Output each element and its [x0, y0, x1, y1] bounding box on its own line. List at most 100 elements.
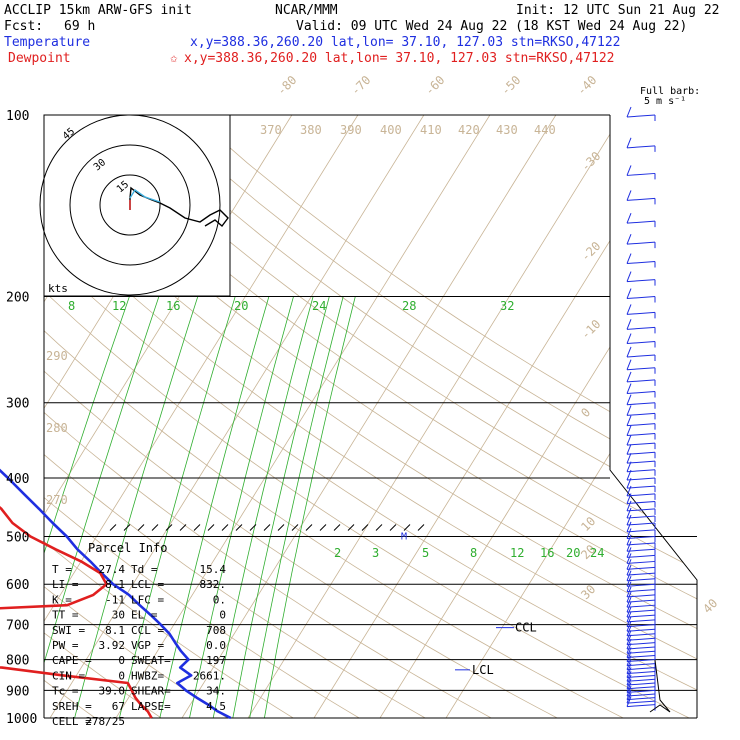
wind-barb-shaft — [626, 589, 656, 593]
wind-barb-shaft — [626, 604, 656, 608]
hatch-mark — [123, 524, 131, 531]
wind-barb-flag — [626, 576, 632, 587]
theta-tick-label: 410 — [420, 123, 442, 137]
dry-adiabat-lines — [44, 115, 697, 718]
wind-barb-flag — [626, 359, 632, 370]
wind-barb-flag — [626, 663, 632, 674]
parcel-row-value1: -11 — [105, 593, 125, 606]
parcel-row-label2: EL = — [131, 609, 158, 622]
isotherm-tick-label: 10 — [578, 514, 598, 534]
wind-barb-shaft — [626, 451, 656, 455]
isotherm-tick-label: -10 — [578, 317, 603, 342]
hatch-mark — [305, 524, 313, 531]
plot-right-border — [609, 115, 698, 718]
dry-adiabat-line — [44, 115, 624, 718]
mixing-ratio-lower-label: 8 — [470, 546, 477, 560]
parcel-row-value2: 0.0 — [206, 639, 226, 652]
dry-adiabat-line — [158, 115, 697, 718]
wind-barb-flag — [626, 333, 632, 344]
dry-adiabat-line — [192, 115, 697, 718]
temperature-legend-label: Temperature — [4, 35, 90, 50]
wind-barb-flag — [626, 288, 632, 299]
wind-barb-shaft — [626, 197, 656, 201]
mixing-ratio-upper-label: 8 — [68, 299, 75, 313]
wind-barb-flag — [626, 514, 632, 526]
hatch-mark — [165, 524, 173, 531]
mixing-ratio-lower-label: 20 — [566, 546, 580, 560]
parcel-row-label2: SWEAT= — [131, 654, 171, 667]
parcel-row-label2: CCL = — [131, 624, 164, 637]
theta-tick-label: 390 — [340, 123, 362, 137]
pressure-tick-label: 900 — [6, 684, 29, 699]
mixing-ratio-upper-label: 24 — [312, 299, 326, 313]
mixing-ratio-upper-label: 16 — [166, 299, 180, 313]
parcel-row-label1: PW = — [52, 639, 79, 652]
parcel-row-value2: 4.5 — [206, 700, 226, 713]
wind-barb-shaft — [626, 624, 656, 628]
wind-barb-flag — [626, 696, 632, 707]
wind-barb-shaft — [626, 659, 656, 663]
wind-barb-shaft — [626, 508, 656, 512]
wind-barb-shaft — [626, 114, 656, 118]
wind-barb-flag — [626, 559, 632, 570]
mixing-ratio-line — [264, 296, 356, 718]
lcl-label: LCL — [472, 663, 494, 677]
hodograph-box — [43, 114, 231, 297]
wind-barb-flag — [626, 485, 632, 497]
wind-barb-shaft — [626, 704, 656, 708]
wind-barb-flag — [626, 106, 632, 118]
wind-barb-shaft — [626, 542, 656, 546]
wind-barb-shaft — [626, 548, 656, 552]
parcel-row-value1: 67 — [112, 700, 125, 713]
mixing-ratio-line — [232, 296, 330, 718]
wind-barb-flag — [626, 692, 632, 704]
wind-barb-flag — [626, 659, 632, 670]
wind-barb-shaft — [626, 515, 656, 519]
wind-barb-flag — [626, 500, 632, 512]
wind-barb-shaft — [626, 379, 656, 383]
wind-barb-shaft — [626, 633, 656, 637]
wind-barb-flag — [626, 507, 632, 519]
wind-barb-shaft — [626, 241, 656, 245]
theta-tick-label: 380 — [300, 123, 322, 137]
wind-barb-shaft — [626, 619, 656, 623]
dry-adiabat-line — [44, 115, 697, 718]
wind-barb-flag — [626, 671, 632, 682]
wind-barb-shaft — [626, 354, 656, 358]
wind-barb-shaft — [626, 522, 656, 526]
wind-barb-shaft — [626, 433, 656, 437]
parcel-row-label1: CAPE = — [52, 654, 92, 667]
init-time: Init: 12 UTC Sun 21 Aug 22 — [516, 3, 720, 18]
mixing-ratio-upper-label: 32 — [500, 299, 514, 313]
wind-barb-shaft — [626, 663, 656, 667]
hatch-mark — [221, 524, 229, 531]
wind-barb-shaft — [626, 572, 656, 576]
wind-barb-flag — [626, 271, 632, 282]
wind-barb-flag — [626, 190, 632, 201]
parcel-row-value1: 8.1 — [105, 578, 125, 591]
parcel-row-value1: 8.1 — [105, 624, 125, 637]
dry-adiabat-line — [89, 115, 697, 718]
wind-barb-flag — [626, 383, 632, 394]
hatch-mark — [319, 524, 327, 531]
parcel-row-label1: SWI = — [52, 624, 85, 637]
wind-barb-shaft — [626, 560, 656, 564]
wind-barb-flag — [626, 655, 632, 666]
wind-barb-flag — [626, 304, 632, 315]
dry-adiabat-line — [44, 115, 162, 718]
fcst-value: 69 h — [64, 19, 95, 34]
wind-barb-shaft — [626, 367, 656, 371]
theta-tick-label: 430 — [496, 123, 518, 137]
pressure-tick-label: 800 — [6, 654, 29, 669]
theta-tick-label: 400 — [380, 123, 402, 137]
wind-barb-shaft — [626, 578, 656, 582]
theta-tick-label: 440 — [534, 123, 556, 137]
wind-barb-flag — [626, 651, 632, 662]
hatch-mark — [333, 524, 341, 531]
isotherm-line — [115, 115, 491, 718]
wind-barb-flag — [626, 616, 632, 627]
mixing-ratio-lower-label: 2 — [334, 546, 341, 560]
pressure-tick-label: 600 — [6, 578, 29, 593]
wind-barb-flag — [626, 647, 632, 658]
